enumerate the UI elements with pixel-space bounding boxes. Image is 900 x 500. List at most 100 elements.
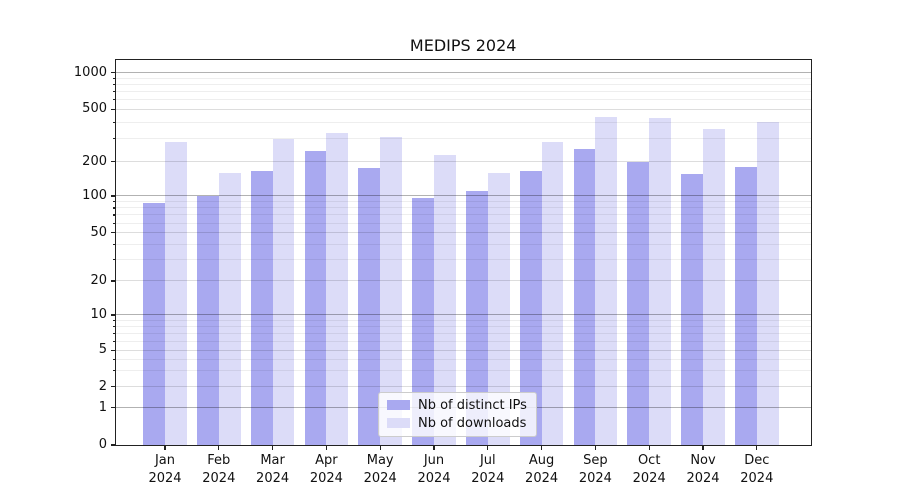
- y-tick-label-1000: 1000: [73, 64, 107, 80]
- y-tick-label-50: 50: [90, 224, 107, 240]
- legend-swatch-downloads: [386, 418, 410, 429]
- y-tick-50: [110, 232, 116, 234]
- y-tick-1000: [110, 72, 116, 74]
- bar-distinct-ips-sep: [573, 148, 596, 445]
- y-tick-2: [110, 386, 116, 388]
- y-minor-tick-700: [112, 91, 116, 93]
- y-tick-label-20: 20: [90, 273, 107, 288]
- bar-downloads-may: [380, 136, 402, 445]
- x-tick-jun: [433, 445, 435, 450]
- y-tick-500: [110, 108, 116, 110]
- x-tick-nov: [702, 445, 704, 450]
- x-tick-label-nov: Nov 2024: [686, 453, 720, 486]
- x-tick-oct: [648, 445, 650, 450]
- gridline-y-70: [115, 214, 811, 216]
- gridline-y-5: [115, 349, 811, 351]
- bar-downloads-dec: [756, 122, 779, 445]
- gridline-y-3: [115, 370, 811, 372]
- x-tick-feb: [218, 445, 220, 450]
- bar-distinct-ips-feb: [196, 195, 219, 445]
- y-minor-tick-30: [112, 259, 116, 261]
- gridline-y-300: [115, 138, 811, 139]
- bar-downloads-nov: [702, 128, 725, 445]
- gridline-y-60: [115, 222, 811, 224]
- gridline-y-50: [115, 232, 811, 234]
- y-minor-tick-400: [112, 121, 116, 123]
- bar-distinct-ips-jan: [143, 202, 165, 445]
- legend-label-downloads: Nb of downloads: [417, 415, 527, 431]
- x-tick-mar: [272, 445, 274, 450]
- gridline-y-90: [115, 201, 811, 203]
- y-minor-tick-600: [112, 99, 116, 101]
- y-tick-label-0: 0: [98, 437, 107, 452]
- y-tick-10: [110, 314, 116, 316]
- y-tick-0: [110, 444, 116, 446]
- gridline-y-8: [115, 325, 811, 327]
- bar-distinct-ips-mar: [250, 171, 273, 445]
- bar-downloads-apr: [326, 133, 349, 445]
- x-tick-jan: [164, 445, 166, 450]
- x-tick-label-mar: Mar 2024: [256, 453, 290, 486]
- bar-distinct-ips-jun: [412, 197, 434, 445]
- y-minor-tick-80: [112, 207, 116, 209]
- x-tick-may: [379, 445, 381, 450]
- bar-downloads-feb: [218, 172, 241, 445]
- gridline-y-200: [115, 161, 811, 163]
- y-tick-label-5: 5: [98, 342, 107, 358]
- gridline-y-40: [115, 243, 811, 245]
- y-tick-label-100: 100: [82, 188, 107, 203]
- bar-distinct-ips-oct: [627, 162, 650, 445]
- y-minor-tick-60: [112, 222, 116, 224]
- x-tick-label-jun: Jun 2024: [417, 453, 451, 486]
- bar-downloads-oct: [649, 117, 671, 445]
- gridline-y-10: [115, 314, 811, 316]
- bar-distinct-ips-may: [358, 168, 381, 445]
- x-tick-label-aug: Aug 2024: [525, 453, 559, 486]
- y-minor-tick-4: [112, 358, 116, 360]
- y-minor-tick-70: [112, 214, 116, 216]
- bar-downloads-jun: [433, 154, 456, 445]
- x-tick-label-may: May 2024: [363, 453, 397, 486]
- x-tick-label-dec: Dec 2024: [740, 453, 774, 486]
- x-tick-dec: [756, 445, 758, 450]
- y-tick-1: [110, 407, 116, 409]
- chart-title: MEDIPS 2024: [409, 36, 517, 55]
- gridline-y-30: [115, 259, 811, 261]
- y-tick-100: [110, 195, 116, 197]
- gridline-y-7: [115, 332, 811, 334]
- gridline-y-20: [115, 280, 811, 282]
- bar-distinct-ips-nov: [681, 174, 703, 445]
- legend-label-distinct-ips: Nb of distinct IPs: [417, 397, 527, 413]
- bar-downloads-sep: [595, 116, 618, 445]
- y-minor-tick-3: [112, 370, 116, 372]
- x-tick-label-jan: Jan 2024: [148, 453, 182, 486]
- x-tick-label-apr: Apr 2024: [309, 453, 343, 486]
- legend: Nb of distinct IPs Nb of downloads: [377, 391, 537, 437]
- x-tick-label-sep: Sep 2024: [578, 453, 612, 486]
- gridline-y-9: [115, 319, 811, 321]
- y-tick-label-10: 10: [90, 307, 107, 322]
- x-tick-sep: [594, 445, 596, 450]
- y-tick-200: [110, 161, 116, 163]
- gridline-y-600: [115, 99, 811, 101]
- legend-item-downloads: Nb of downloads: [386, 415, 527, 431]
- bar-downloads-aug: [541, 142, 564, 445]
- y-tick-label-1: 1: [98, 399, 107, 415]
- y-tick-label-200: 200: [82, 153, 107, 169]
- y-minor-tick-6: [112, 340, 116, 342]
- y-minor-tick-40: [112, 243, 116, 246]
- x-tick-label-oct: Oct 2024: [632, 453, 666, 486]
- bar-downloads-jul: [487, 172, 510, 445]
- y-tick-label-500: 500: [82, 101, 107, 117]
- bar-distinct-ips-apr: [304, 151, 327, 445]
- gridline-y-1000: [115, 72, 811, 74]
- y-minor-tick-7: [112, 332, 116, 334]
- bar-distinct-ips-dec: [734, 166, 757, 445]
- y-tick-label-2: 2: [98, 378, 107, 394]
- bar-distinct-ips-aug: [519, 171, 542, 445]
- y-minor-tick-90: [112, 201, 116, 203]
- gridline-y-100: [115, 195, 811, 197]
- plot-area: Nb of distinct IPs Nb of downloads: [115, 60, 811, 445]
- y-minor-tick-800: [112, 83, 116, 86]
